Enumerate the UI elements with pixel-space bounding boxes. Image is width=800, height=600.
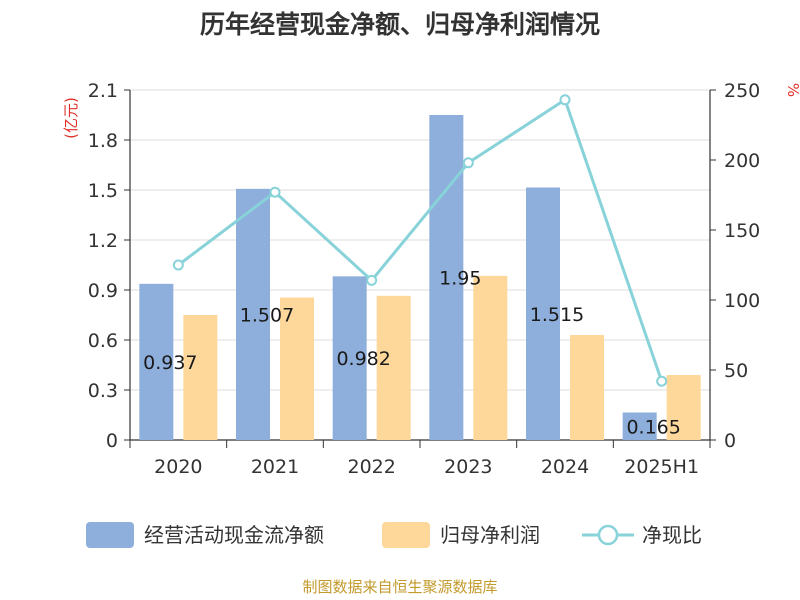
left-tick-label: 0.3 [88, 380, 118, 402]
x-tick-label: 2021 [251, 456, 299, 478]
ratio-point [559, 94, 571, 106]
bar-cashflow [429, 115, 464, 440]
data-label-cashflow: 1.95 [439, 268, 481, 290]
data-label-cashflow: 0.937 [143, 352, 197, 374]
left-axis-unit: (亿元) [62, 97, 80, 139]
bar-netprofit [570, 335, 604, 440]
ratio-point [172, 259, 184, 271]
bar-netprofit [473, 275, 508, 440]
source-note: 制图数据来自恒生聚源数据库 [302, 578, 497, 596]
legend-label-netprofit: 归母净利润 [440, 523, 540, 547]
ratio-point [269, 186, 281, 198]
x-tick-label: 2024 [541, 456, 589, 478]
right-tick-label: 200 [724, 150, 760, 172]
x-tick-label: 2020 [154, 456, 202, 478]
left-tick-label: 0.9 [88, 280, 118, 302]
bar-netprofit [280, 297, 314, 440]
bar-cashflow [622, 412, 657, 440]
legend-swatch-netprofit [382, 522, 430, 548]
bar-series [139, 115, 701, 440]
left-tick-label: 0 [106, 430, 118, 452]
ratio-point [462, 157, 474, 169]
left-tick-label: 0.6 [88, 330, 118, 352]
bar-netprofit [183, 315, 218, 440]
x-tick-label: 2022 [347, 456, 395, 478]
data-label-cashflow: 0.982 [336, 348, 390, 370]
bar-cashflow [526, 187, 560, 440]
legend: 经营活动现金流净额 归母净利润 净现比 [86, 522, 702, 548]
left-tick-label: 1.2 [88, 230, 118, 252]
ratio-point [366, 274, 378, 286]
x-axis: 2020 2021 2022 2023 2024 2025H1 [129, 439, 711, 478]
left-tick-label: 1.5 [88, 180, 118, 202]
bar-cashflow [332, 276, 367, 440]
x-tick-label: 2023 [444, 456, 492, 478]
line-series [172, 94, 668, 387]
right-tick-label: 150 [724, 220, 760, 242]
bar-netprofit [376, 295, 411, 440]
right-tick-label: 50 [724, 360, 748, 382]
left-tick-label: 1.8 [88, 130, 118, 152]
left-axis: 0 0.3 0.6 0.9 1.2 1.5 1.8 2.1 [88, 80, 131, 452]
legend-swatch-cashflow [86, 522, 134, 548]
ratio-line [177, 98, 664, 382]
data-label-cashflow: 0.165 [626, 416, 680, 438]
legend-label-ratio: 净现比 [642, 523, 702, 547]
legend-label-cashflow: 经营活动现金流净额 [144, 523, 324, 547]
bar-netprofit [666, 375, 701, 440]
chart-title: 历年经营现金净额、归母净利润情况 [200, 10, 600, 39]
right-axis: 0 50 100 150 200 250 [709, 80, 760, 452]
data-labels: 0.937 1.507 0.982 1.95 1.515 0.165 [143, 268, 681, 439]
right-tick-label: 100 [724, 290, 760, 312]
bar-cashflow [139, 283, 174, 440]
data-label-cashflow: 1.515 [530, 304, 584, 326]
bar-cashflow [236, 188, 270, 440]
right-axis-unit: % [784, 83, 800, 97]
right-tick-label: 0 [724, 430, 736, 452]
x-tick-label: 2025H1 [624, 456, 699, 478]
ratio-point [656, 375, 668, 387]
grid-lines [130, 89, 710, 391]
data-label-cashflow: 1.507 [240, 304, 294, 326]
right-tick-label: 250 [724, 80, 760, 102]
legend-marker-ratio [597, 524, 619, 546]
left-tick-label: 2.1 [88, 80, 118, 102]
